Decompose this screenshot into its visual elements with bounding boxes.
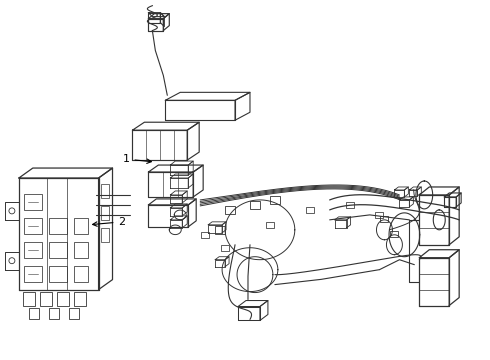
Bar bbox=[74, 292, 86, 306]
Bar bbox=[24, 266, 42, 282]
Bar bbox=[49, 266, 67, 282]
Bar bbox=[250, 201, 260, 209]
Bar bbox=[29, 307, 39, 319]
Bar bbox=[345, 202, 354, 208]
Bar bbox=[225, 206, 235, 214]
Bar bbox=[380, 216, 389, 222]
Bar bbox=[49, 307, 59, 319]
Bar bbox=[69, 307, 78, 319]
Bar bbox=[266, 222, 274, 228]
Bar bbox=[24, 242, 42, 258]
Bar bbox=[215, 226, 225, 234]
Bar bbox=[100, 206, 108, 220]
Bar bbox=[40, 292, 52, 306]
Bar bbox=[270, 196, 280, 204]
Bar bbox=[49, 218, 67, 234]
Bar bbox=[221, 245, 229, 251]
Bar bbox=[148, 13, 160, 23]
Bar bbox=[74, 218, 88, 234]
Text: 1: 1 bbox=[122, 154, 151, 164]
Bar bbox=[49, 242, 67, 258]
Bar bbox=[100, 228, 108, 242]
Bar bbox=[24, 218, 42, 234]
Text: 2: 2 bbox=[93, 217, 125, 227]
Bar bbox=[57, 292, 69, 306]
Bar bbox=[74, 242, 88, 258]
Bar bbox=[74, 266, 88, 282]
Bar bbox=[201, 232, 209, 238]
Bar bbox=[306, 207, 314, 213]
Bar bbox=[24, 194, 42, 210]
Bar bbox=[391, 231, 398, 237]
Bar bbox=[375, 212, 384, 218]
Bar bbox=[100, 184, 108, 198]
Bar bbox=[23, 292, 35, 306]
